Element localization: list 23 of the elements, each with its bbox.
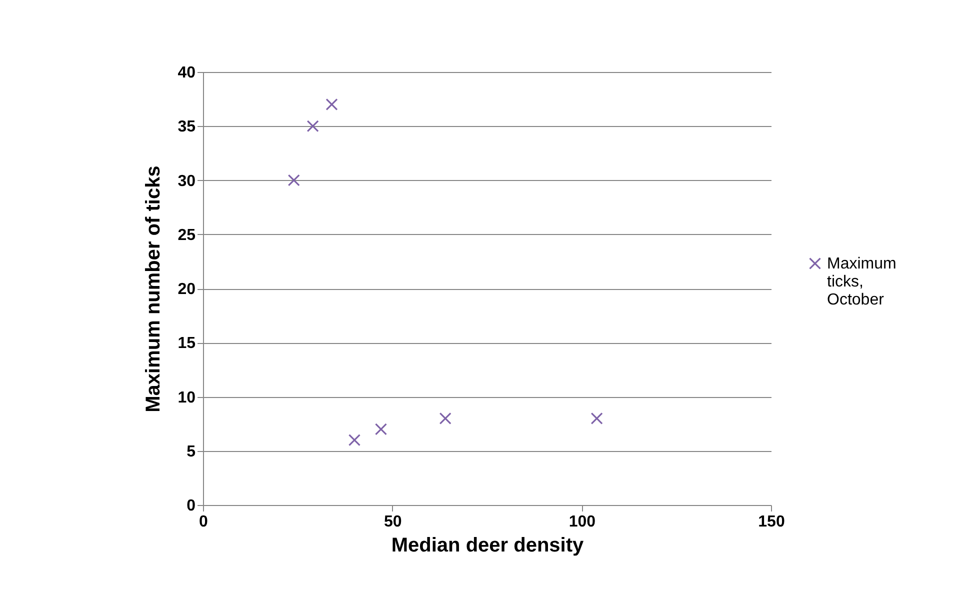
- y-tick-label: 40: [178, 64, 196, 82]
- point: [306, 120, 319, 132]
- y-tick-label: 20: [178, 281, 196, 298]
- y-tick-label: 35: [178, 118, 196, 136]
- y-tick-label: 15: [178, 335, 196, 352]
- point: [326, 98, 338, 111]
- y-tick-label: 25: [178, 226, 196, 244]
- point: [590, 412, 603, 424]
- x-tick-label: 100: [568, 514, 596, 530]
- y-tick-label: 30: [178, 172, 196, 190]
- x-tick-label: 150: [758, 514, 785, 530]
- x-tick-label: 50: [384, 514, 402, 530]
- legend-label: Maximum ticks, October: [827, 256, 896, 308]
- point: [348, 434, 361, 446]
- y-tick-label: 0: [186, 498, 196, 514]
- point: [374, 423, 388, 436]
- x-axis-title: Median deer density: [391, 534, 585, 556]
- y-tick-label: 10: [178, 389, 196, 406]
- point: [288, 174, 300, 186]
- y-tick-label: 5: [186, 443, 196, 460]
- point: [439, 412, 452, 424]
- x-tick-label: 0: [199, 514, 208, 530]
- y-axis-title: Maximum number of ticks: [142, 166, 165, 412]
